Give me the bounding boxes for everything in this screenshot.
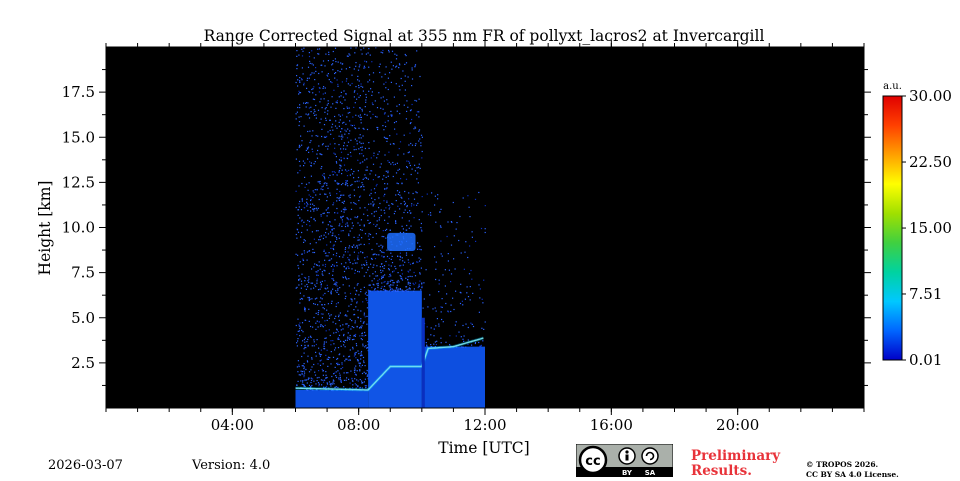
signal-data-layer — [295, 47, 486, 408]
svg-text:cc: cc — [585, 454, 600, 469]
y-tick-label: 10.0 — [62, 219, 95, 237]
svg-text:BY: BY — [622, 469, 633, 477]
y-tick-label: 15.0 — [62, 128, 95, 146]
cc-icon — [578, 445, 608, 475]
data-block-1 — [368, 290, 422, 408]
preliminary-results-note: Preliminary Results. — [691, 449, 780, 479]
y-tick-label: 17.5 — [62, 83, 95, 101]
x-axis-label: Time [UTC] — [438, 439, 529, 457]
copyright-note: © TROPOS 2026. CC BY SA 4.0 License. — [806, 460, 899, 480]
colorbar-tick-label: 22.50 — [909, 153, 952, 171]
y-axis-label: Height [km] — [36, 181, 54, 276]
colorbar-tick-label: 0.01 — [909, 351, 942, 369]
cloud-patch — [387, 232, 416, 251]
measurement-date: 2026-03-07 — [48, 458, 123, 473]
boundary-layer-top-line — [295, 337, 484, 391]
data-block-2 — [421, 346, 485, 408]
copyright-line-2: CC BY SA 4.0 License. — [806, 470, 899, 479]
colorbar-unit-label: a.u. — [883, 81, 902, 92]
svg-text:SA: SA — [645, 469, 656, 477]
x-tick-label: 20:00 — [716, 416, 759, 434]
x-tick-label: 16:00 — [590, 416, 633, 434]
preliminary-line-2: Results. — [691, 463, 752, 479]
preliminary-line-1: Preliminary — [691, 448, 781, 464]
axes: 04:00 08:00 12:00 16:00 20:00 2.5 5.0 7.5 10.0 12… — [62, 40, 871, 434]
colorbar-tick-label: 7.51 — [909, 285, 942, 303]
data-block-0 — [295, 389, 369, 408]
colorbar-gradient — [882, 95, 903, 361]
y-tick-label: 12.5 — [62, 173, 95, 191]
version-label: Version: 4.0 — [192, 458, 271, 473]
colorbar-tick-label: 15.00 — [909, 219, 952, 237]
x-tick-label: 12:00 — [463, 416, 506, 434]
copyright-line-1: © TROPOS 2026. — [806, 460, 879, 469]
colorbar: 0.01 7.51 15.00 22.50 30.00 a.u. — [882, 81, 952, 369]
y-tick-label: 2.5 — [71, 354, 95, 372]
x-tick-label: 08:00 — [337, 416, 380, 434]
cc-by-sa-badge: cc BY SA — [575, 443, 674, 478]
data-gap-streak — [421, 317, 425, 408]
share-alike-icon — [641, 447, 659, 465]
chart-title: Range Corrected Signal at 355 nm FR of p… — [204, 27, 765, 45]
y-tick-label: 5.0 — [71, 309, 95, 327]
colorbar-tick-label: 30.00 — [909, 87, 952, 105]
y-tick-label: 7.5 — [71, 264, 95, 282]
x-tick-label: 04:00 — [211, 416, 254, 434]
